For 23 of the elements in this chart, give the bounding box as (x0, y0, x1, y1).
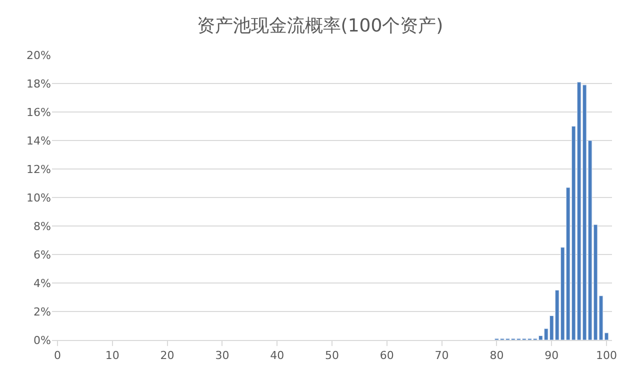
y-tick-label: 6% (34, 248, 51, 262)
x-tick-label: 70 (434, 349, 449, 362)
y-tick-label: 16% (26, 106, 51, 119)
y-tick-label: 4% (34, 276, 51, 290)
y-tick-label: 20% (26, 48, 51, 62)
x-tick-label: 80 (490, 349, 504, 362)
y-tick-label: 14% (26, 134, 51, 148)
x-tick-label: 30 (215, 349, 230, 362)
x-tick-label: 60 (380, 349, 394, 362)
x-tick-label: 50 (325, 349, 339, 362)
x-tick-label: 10 (105, 349, 120, 362)
y-tick-label: 10% (26, 191, 51, 204)
x-tick-label: 20 (160, 349, 174, 362)
x-tick-label: 40 (270, 349, 284, 362)
x-tick-label: 90 (544, 349, 559, 362)
x-tick-label: 100 (596, 349, 618, 362)
y-tick-label: 8% (34, 220, 51, 233)
y-tick-label: 0% (34, 334, 51, 347)
chart-title: 资产池现金流概率(100个资产) (196, 16, 444, 36)
y-tick-label: 2% (34, 305, 51, 318)
y-tick-label: 12% (26, 162, 51, 176)
y-tick-label: 18% (26, 77, 51, 90)
x-tick-label: 0 (54, 349, 61, 362)
